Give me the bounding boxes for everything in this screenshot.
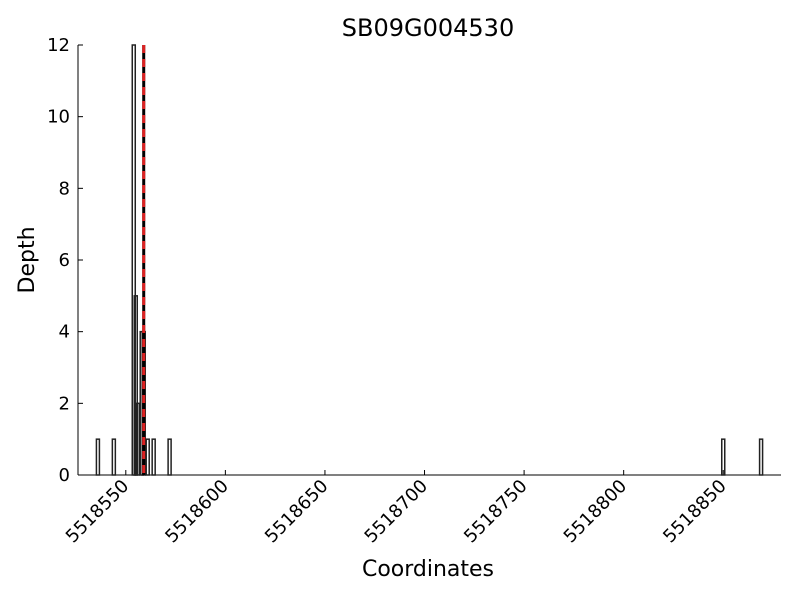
bar — [151, 438, 156, 476]
x-tick-label: 5518650 — [261, 476, 333, 548]
bar — [95, 438, 101, 476]
x-tick-label: 5518850 — [659, 476, 731, 548]
y-tick-label: 2 — [59, 393, 70, 414]
y-tick-label: 10 — [47, 107, 70, 128]
x-axis-label: Coordinates — [362, 557, 494, 582]
x-tick-label: 5518700 — [361, 476, 433, 548]
y-tick-label: 12 — [47, 35, 70, 56]
chart-title: SB09G004530 — [342, 14, 514, 42]
bar — [145, 438, 150, 476]
y-tick-label: 8 — [59, 178, 70, 199]
bar — [758, 438, 764, 476]
y-tick-label: 4 — [59, 322, 70, 343]
bar — [167, 438, 172, 476]
bar — [135, 402, 140, 476]
x-tick-label: 5518600 — [161, 476, 233, 548]
y-tick-label: 0 — [59, 465, 70, 486]
x-tick-label: 5518550 — [62, 476, 134, 548]
bar — [720, 438, 726, 476]
y-axis-label: Depth — [15, 226, 40, 293]
x-tick-label: 5518750 — [460, 476, 532, 548]
bar — [111, 438, 117, 476]
x-tick-label: 5518800 — [560, 476, 632, 548]
y-tick-label: 6 — [59, 250, 70, 271]
